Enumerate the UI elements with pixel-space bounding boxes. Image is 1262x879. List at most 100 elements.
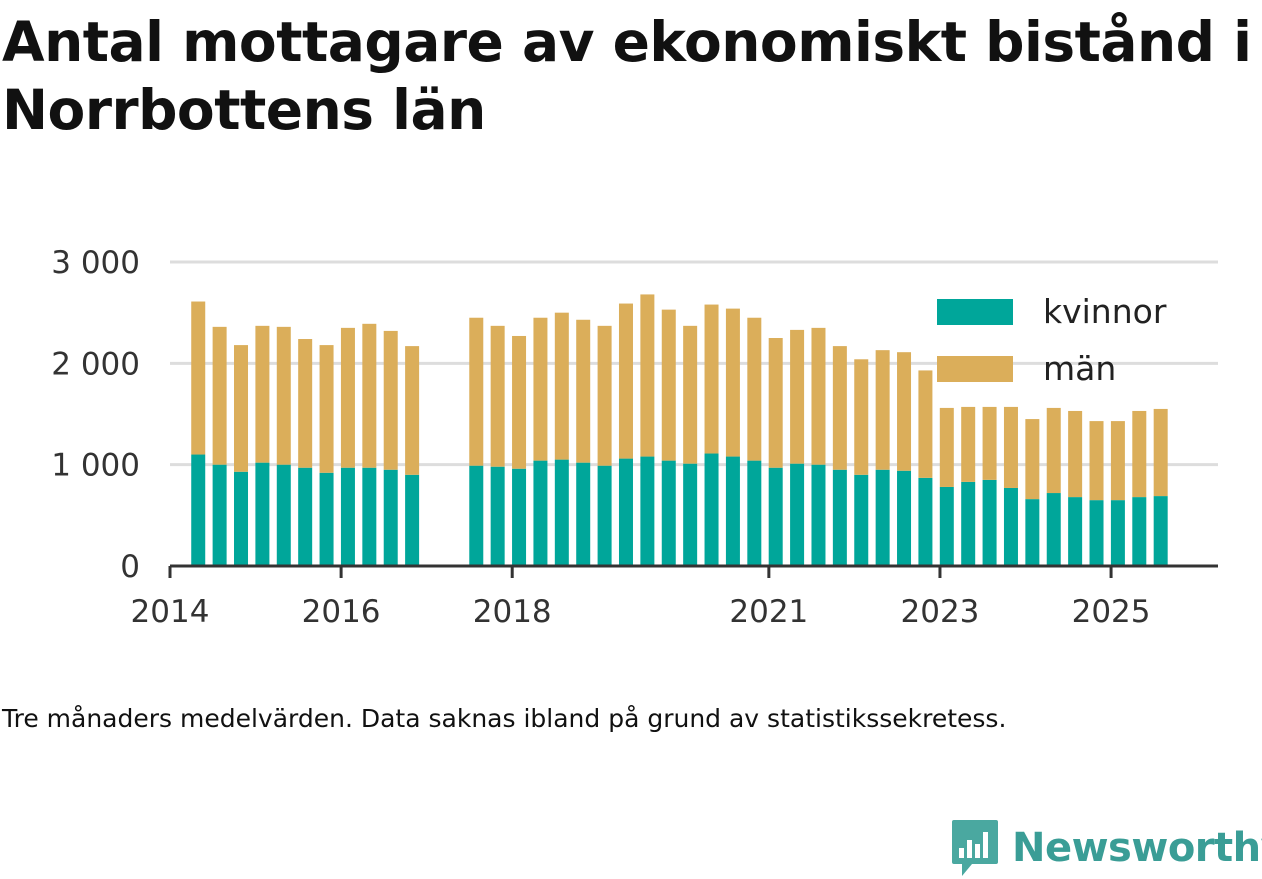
bar-man[interactable]	[319, 345, 334, 473]
bar-man[interactable]	[512, 335, 527, 469]
bar-kvinnor[interactable]	[897, 470, 912, 566]
bar-kvinnor[interactable]	[1046, 493, 1061, 566]
bar-man[interactable]	[469, 317, 484, 466]
bar-kvinnor[interactable]	[1110, 500, 1125, 566]
bar-man[interactable]	[1089, 421, 1104, 501]
bar-kvinnor[interactable]	[725, 456, 740, 566]
bar-man[interactable]	[597, 325, 612, 466]
x-tick-label: 2016	[302, 594, 381, 630]
bar-kvinnor[interactable]	[939, 486, 954, 566]
bar-kvinnor[interactable]	[512, 468, 527, 566]
chart-note: Tre månaders medelvärden. Data saknas ib…	[2, 704, 1007, 733]
bar-kvinnor[interactable]	[832, 469, 847, 566]
bar-man[interactable]	[362, 323, 377, 468]
bar-man[interactable]	[191, 301, 206, 455]
bar-man[interactable]	[405, 346, 420, 475]
bar-kvinnor[interactable]	[212, 464, 227, 566]
bar-kvinnor[interactable]	[319, 472, 334, 566]
bar-man[interactable]	[811, 327, 826, 465]
bar-man[interactable]	[747, 317, 762, 461]
bar-kvinnor[interactable]	[1153, 496, 1168, 566]
bar-kvinnor[interactable]	[234, 471, 249, 566]
bar-man[interactable]	[875, 350, 890, 470]
bar-kvinnor[interactable]	[854, 474, 869, 566]
bar-man[interactable]	[1046, 407, 1061, 494]
bar-kvinnor[interactable]	[597, 465, 612, 566]
newsworthy-icon	[952, 820, 998, 876]
bar-kvinnor[interactable]	[533, 460, 548, 566]
bar-man[interactable]	[554, 312, 569, 460]
bar-man[interactable]	[918, 370, 933, 478]
bar-kvinnor[interactable]	[340, 467, 355, 566]
bar-kvinnor[interactable]	[875, 469, 890, 566]
bar-kvinnor[interactable]	[811, 464, 826, 566]
bar-man[interactable]	[1153, 408, 1168, 497]
bar-man[interactable]	[704, 304, 719, 454]
bar-man[interactable]	[576, 319, 591, 463]
bar-kvinnor[interactable]	[362, 467, 377, 566]
bar-kvinnor[interactable]	[747, 460, 762, 566]
bar-kvinnor[interactable]	[918, 477, 933, 566]
bar-man[interactable]	[640, 294, 655, 457]
bar-man[interactable]	[1025, 419, 1040, 500]
bar-man[interactable]	[255, 325, 270, 463]
legend: kvinnor män	[937, 292, 1167, 388]
bar-man[interactable]	[490, 325, 505, 467]
bar-man[interactable]	[383, 330, 398, 470]
bar-kvinnor[interactable]	[405, 474, 420, 566]
bar-kvinnor[interactable]	[191, 454, 206, 566]
bars	[191, 294, 1168, 566]
bar-kvinnor[interactable]	[704, 453, 719, 566]
bar-kvinnor[interactable]	[618, 458, 633, 566]
bar-kvinnor[interactable]	[1068, 497, 1083, 566]
bar-kvinnor[interactable]	[383, 469, 398, 566]
x-tick-label: 2021	[729, 594, 808, 630]
bar-man[interactable]	[790, 329, 805, 464]
bar-kvinnor[interactable]	[640, 456, 655, 566]
bar-kvinnor[interactable]	[1089, 500, 1104, 566]
bar-man[interactable]	[618, 303, 633, 459]
bar-kvinnor[interactable]	[1025, 499, 1040, 566]
y-tick-label: 0	[120, 549, 140, 585]
bar-kvinnor[interactable]	[982, 479, 997, 566]
bar-kvinnor[interactable]	[469, 465, 484, 566]
bar-man[interactable]	[897, 352, 912, 471]
bar-man[interactable]	[1003, 406, 1018, 488]
bar-kvinnor[interactable]	[276, 464, 291, 566]
bar-man[interactable]	[832, 346, 847, 470]
y-tick-label: 3 000	[51, 245, 140, 281]
bar-kvinnor[interactable]	[255, 462, 270, 566]
bar-man[interactable]	[661, 309, 676, 461]
bar-kvinnor[interactable]	[961, 481, 976, 566]
bar-kvinnor[interactable]	[790, 463, 805, 566]
bar-kvinnor[interactable]	[661, 460, 676, 566]
bar-man[interactable]	[725, 308, 740, 457]
bar-kvinnor[interactable]	[298, 467, 313, 566]
bar-man[interactable]	[683, 325, 698, 464]
bar-man[interactable]	[961, 406, 976, 482]
y-tick-label: 2 000	[51, 346, 140, 382]
bar-man[interactable]	[234, 345, 249, 472]
bar-man[interactable]	[212, 326, 227, 465]
bar-kvinnor[interactable]	[683, 463, 698, 566]
brand-logo[interactable]: Newsworthy	[950, 818, 1262, 878]
bar-man[interactable]	[276, 326, 291, 465]
bar-man[interactable]	[340, 327, 355, 468]
bar-kvinnor[interactable]	[1003, 487, 1018, 566]
bar-kvinnor[interactable]	[554, 459, 569, 566]
bar-man[interactable]	[533, 317, 548, 461]
y-tick-label: 1 000	[51, 448, 140, 484]
bar-man[interactable]	[854, 359, 869, 475]
bar-kvinnor[interactable]	[490, 466, 505, 566]
bar-kvinnor[interactable]	[576, 462, 591, 566]
bar-man[interactable]	[298, 339, 313, 468]
bar-man[interactable]	[1068, 410, 1083, 498]
bar-man[interactable]	[768, 338, 783, 468]
bar-man[interactable]	[939, 407, 954, 487]
bar-man[interactable]	[982, 406, 997, 480]
bar-kvinnor[interactable]	[1132, 497, 1147, 566]
chart-title: Antal mottagare av ekonomiskt bistånd i …	[2, 10, 1252, 142]
bar-man[interactable]	[1132, 410, 1147, 498]
bar-man[interactable]	[1110, 421, 1125, 501]
bar-kvinnor[interactable]	[768, 467, 783, 566]
